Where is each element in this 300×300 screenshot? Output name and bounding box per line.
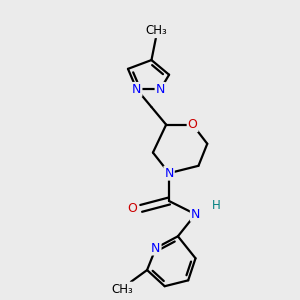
Text: CH₃: CH₃: [111, 283, 133, 296]
Text: CH₃: CH₃: [145, 24, 167, 37]
Text: N: N: [132, 83, 142, 96]
Text: N: N: [164, 167, 174, 180]
Text: N: N: [156, 83, 165, 96]
Text: N: N: [151, 242, 160, 254]
Text: N: N: [191, 208, 200, 221]
Text: O: O: [188, 118, 197, 131]
Text: O: O: [128, 202, 137, 215]
Text: H: H: [212, 199, 220, 212]
